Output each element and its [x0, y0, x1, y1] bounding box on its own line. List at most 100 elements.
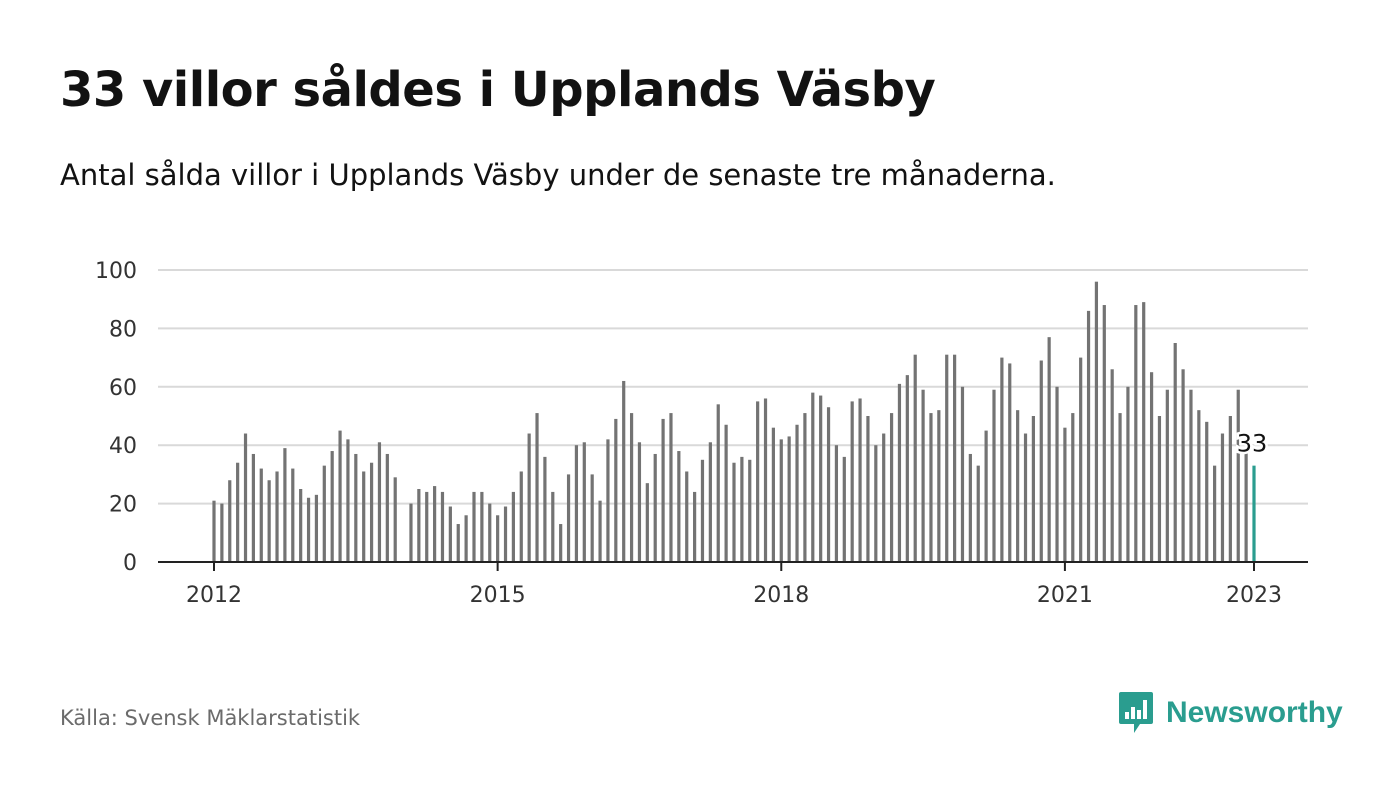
bar: [1220, 433, 1225, 562]
brand-name: Newsworthy: [1166, 696, 1343, 729]
bar: [259, 468, 263, 562]
bar: [377, 442, 382, 562]
bar: [606, 439, 610, 562]
bar: [708, 442, 712, 562]
bar: [299, 489, 303, 562]
bar: [535, 413, 539, 562]
bar: [306, 497, 311, 562]
bar: [582, 442, 586, 562]
bar: [409, 503, 413, 562]
y-tick-label: 20: [109, 493, 137, 518]
bar: [314, 494, 319, 562]
bar: [551, 491, 555, 562]
bar: [543, 456, 547, 562]
bar: [503, 506, 508, 562]
bar: [661, 418, 665, 562]
x-tick-label: 2018: [753, 583, 809, 608]
bar: [1063, 427, 1067, 562]
bar: [251, 453, 255, 562]
bar: [243, 433, 248, 562]
bar: [322, 465, 326, 562]
highlight-value-label: 33: [1237, 430, 1268, 458]
bar: [472, 491, 476, 562]
bar: [496, 515, 500, 562]
bar: [1197, 410, 1201, 562]
bar: [653, 453, 657, 562]
x-tick-label: 2023: [1226, 583, 1282, 608]
bar: [787, 436, 791, 562]
bar: [236, 462, 240, 562]
bar: [275, 471, 279, 562]
bar: [1094, 281, 1099, 562]
bar: [1110, 369, 1114, 562]
bar: [1031, 416, 1035, 562]
bar: [433, 486, 437, 562]
bar: [1228, 416, 1232, 562]
bar: [897, 383, 902, 562]
bar: [960, 386, 965, 562]
bar: [756, 401, 760, 562]
bar: [425, 491, 429, 562]
bar: [212, 500, 216, 562]
bar: [889, 413, 894, 562]
bar: [771, 427, 775, 562]
bar: [976, 465, 980, 562]
bar: [1008, 363, 1012, 562]
bar: [842, 456, 846, 562]
bar: [629, 413, 634, 562]
bar: [1102, 305, 1106, 562]
bar: [448, 506, 452, 562]
bar: [488, 503, 492, 562]
bar: [1055, 386, 1059, 562]
bar: [220, 503, 224, 562]
bar: [677, 451, 681, 562]
bar: [1039, 360, 1043, 562]
bar: [1213, 465, 1217, 562]
y-tick-label: 60: [109, 376, 137, 401]
bar-chart: 0 20 40 60 80 100 2012 2015 2018 2021 2023 33: [95, 259, 1308, 608]
bar: [882, 433, 886, 562]
bar: [369, 462, 374, 562]
y-tick-label: 80: [109, 317, 137, 342]
bar: [1181, 369, 1185, 562]
bar: [574, 445, 579, 562]
bar: [1079, 357, 1083, 562]
bar: [968, 453, 972, 562]
bar: [740, 456, 744, 562]
bar: [637, 442, 642, 562]
bar: [330, 451, 334, 562]
bar: [850, 401, 854, 562]
bar: [614, 418, 618, 562]
bar: [1086, 310, 1091, 562]
bar: [763, 398, 768, 562]
bar: [527, 433, 531, 562]
bar: [346, 439, 350, 562]
x-axis-ticks: 2012 2015 2018 2021 2023: [186, 562, 1282, 608]
bar: [519, 471, 523, 562]
bar: [929, 413, 933, 562]
bar: [748, 459, 752, 562]
bar: [1142, 302, 1146, 562]
bar: [1016, 410, 1020, 562]
bar: [732, 462, 736, 562]
bar: [1118, 413, 1122, 562]
bar: [1126, 386, 1130, 562]
bar: [1000, 357, 1004, 562]
y-tick-label: 40: [109, 434, 137, 459]
bar: [826, 407, 831, 562]
bar: [480, 491, 484, 562]
bar: [779, 439, 783, 562]
bar: [511, 491, 515, 562]
bar: [354, 453, 358, 562]
bar-highlight: [1252, 465, 1256, 562]
bar: [1023, 433, 1028, 562]
newsworthy-chat-chart-icon: [1119, 692, 1153, 733]
bar: [1205, 421, 1209, 562]
bar: [953, 354, 957, 562]
bar: [1189, 389, 1193, 562]
bar: [945, 354, 949, 562]
y-tick-label: 100: [95, 259, 137, 284]
bar: [1157, 416, 1162, 562]
bar: [693, 491, 697, 562]
bar: [669, 413, 673, 562]
